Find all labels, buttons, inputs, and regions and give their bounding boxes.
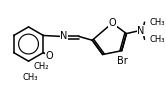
Text: CH₂: CH₂	[33, 62, 49, 71]
Text: O: O	[46, 51, 53, 61]
Text: CH₃: CH₃	[149, 35, 165, 44]
Text: N: N	[60, 31, 67, 41]
Text: CH₃: CH₃	[149, 18, 165, 27]
Text: CH₃: CH₃	[23, 73, 38, 82]
Text: Br: Br	[117, 56, 128, 66]
Text: N: N	[137, 26, 144, 36]
Text: O: O	[108, 18, 116, 28]
